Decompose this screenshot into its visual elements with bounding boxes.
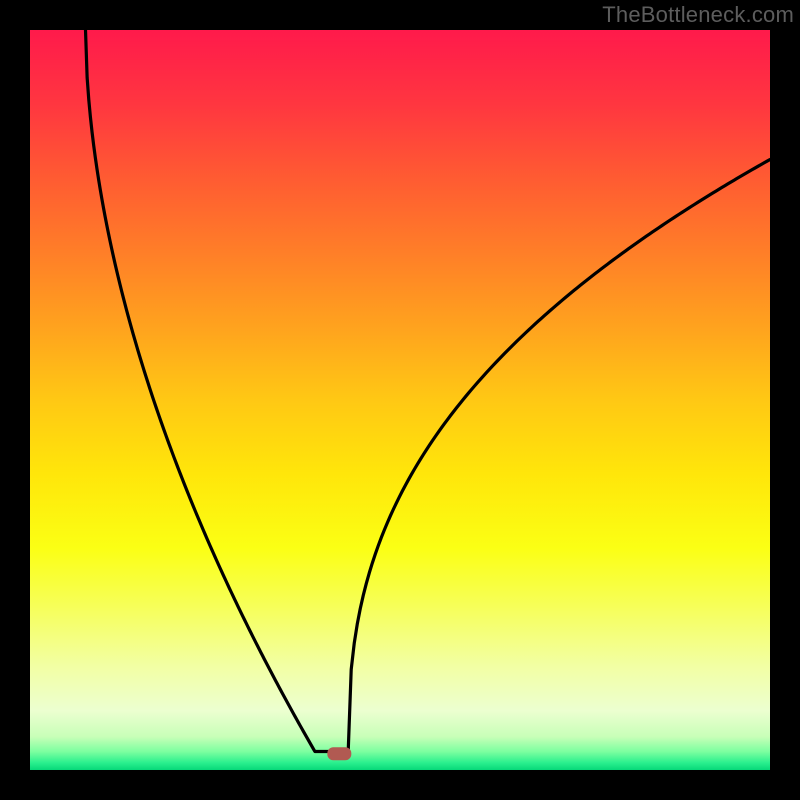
optimum-marker bbox=[327, 747, 351, 760]
bottleneck-curve-chart bbox=[0, 0, 800, 800]
chart-stage: TheBottleneck.com bbox=[0, 0, 800, 800]
watermark-text: TheBottleneck.com bbox=[602, 2, 794, 28]
plot-area-background bbox=[30, 30, 770, 770]
